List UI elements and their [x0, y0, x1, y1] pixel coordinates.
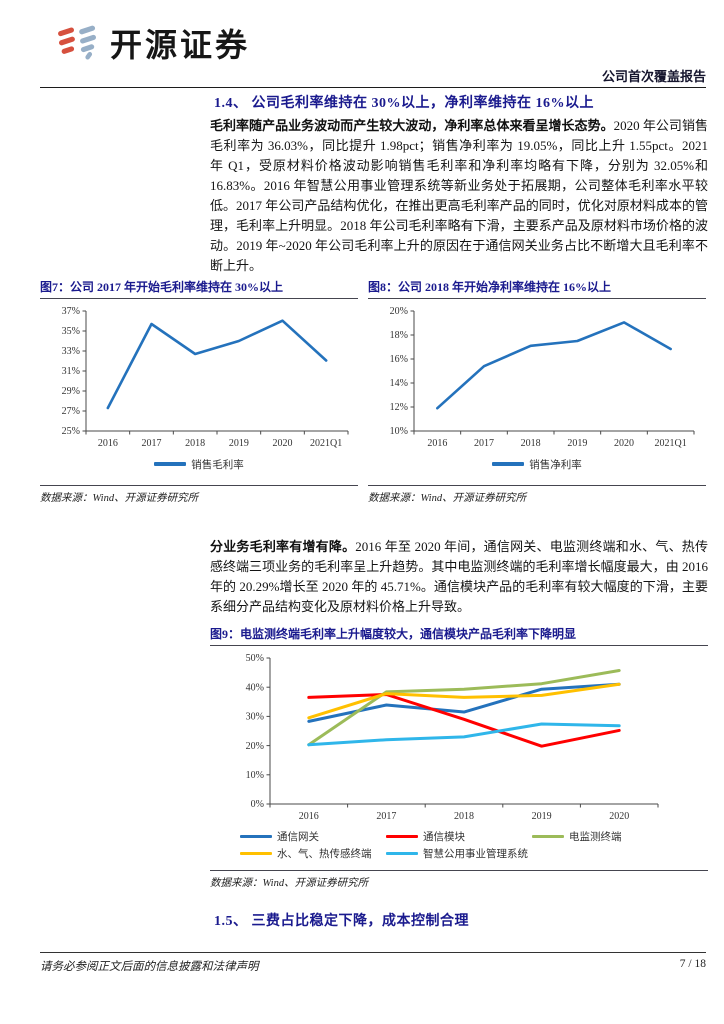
figure-8-chart: 10% 12% 14% 16% 18% 20% 2016 2017 2018 2019 2020 20… [390, 306, 695, 449]
y-tick-label: 33% [62, 346, 80, 357]
header-divider [40, 87, 706, 88]
y-tick-label: 10% [390, 426, 408, 437]
x-tick-label: 2016 [299, 811, 319, 822]
paragraph-2-lead: 分业务毛利率有增有降。 [210, 539, 356, 554]
legend-label: 销售毛利率 [191, 459, 244, 471]
legend-label: 电监测终端 [569, 832, 622, 843]
series-智慧公用事业管理系统 [307, 722, 621, 747]
legend-item: 销售净利率 [492, 457, 582, 472]
figure-7-chart: 25% 27% 29% 31% 33% 35% 37% 2016 2017 2018 2019 202… [62, 306, 349, 449]
series-通信模块 [307, 693, 621, 748]
legend-swatch [240, 851, 272, 856]
legend-swatch [386, 851, 418, 856]
page-number: 7 / 18 [679, 958, 706, 970]
legend-label: 销售净利率 [529, 459, 582, 471]
y-tick-label: 18% [390, 330, 408, 341]
x-tick-label: 2018 [521, 438, 541, 449]
y-tick-label: 31% [62, 366, 80, 377]
x-tick-label: 2019 [567, 438, 587, 449]
legend-item: 销售毛利率 [154, 457, 244, 472]
figure-9-legend: 通信网关 通信模块 电监测终端水、气、热传感终端 智慧公用事业管理系统 [210, 828, 708, 862]
x-tick-label: 2017 [376, 811, 396, 822]
legend-item: 水、气、热传感终端 [240, 845, 386, 862]
x-tick-label: 2016 [98, 438, 118, 449]
y-tick-label: 35% [62, 326, 80, 337]
legend-swatch [532, 834, 564, 839]
y-tick-label: 40% [246, 682, 264, 693]
y-tick-label: 20% [390, 306, 408, 317]
paragraph-1: 毛利率随产品业务波动而产生较大波动，净利率总体来看呈增长态势。2020 年公司销… [210, 116, 708, 276]
series-电监测终端 [307, 669, 621, 747]
x-tick-label: 2016 [427, 438, 447, 449]
y-tick-label: 10% [246, 770, 264, 781]
y-tick-label: 12% [390, 402, 408, 413]
x-tick-label: 2017 [142, 438, 162, 449]
report-type-label: 公司首次覆盖报告 [601, 69, 706, 84]
figure-9: 图9：电监测终端毛利率上升幅度较大，通信模块产品毛利率下降明显 0% 10% 20%… [210, 626, 708, 890]
x-tick-label: 2020 [273, 438, 293, 449]
y-tick-label: 50% [246, 653, 264, 664]
legend-swatch [154, 462, 187, 466]
series-销售毛利率 [106, 319, 328, 410]
figure-7: 图7：公司 2017 年开始毛利率维持在 30%以上 25% 27% 29% 31% 3… [40, 279, 358, 505]
figure-7-legend: 销售毛利率 [40, 455, 358, 473]
legend-label: 智慧公用事业管理系统 [423, 849, 528, 860]
legend-swatch [386, 834, 418, 839]
figure-8-title: 图8：公司 2018 年开始净利率维持在 16%以上 [368, 279, 706, 299]
y-tick-label: 0% [251, 799, 264, 810]
figure-8-source: 数据来源：Wind、开源证券研究所 [368, 485, 706, 505]
figure-7-title: 图7：公司 2017 年开始毛利率维持在 30%以上 [40, 279, 358, 299]
figure-9-chart: 0% 10% 20% 30% 40% 50% 2016 2017 2018 2019 2020 [246, 653, 659, 822]
legend-label: 通信模块 [423, 832, 465, 843]
y-tick-label: 30% [246, 712, 264, 723]
legend-label: 水、气、热传感终端 [277, 849, 372, 860]
y-tick-label: 14% [390, 378, 408, 389]
y-tick-label: 27% [62, 406, 80, 417]
paragraph-2: 分业务毛利率有增有降。2016 年至 2020 年间，通信网关、电监测终端和水、… [210, 537, 708, 617]
paragraph-1-lead: 毛利率随产品业务波动而产生较大波动，净利率总体来看呈增长态势。 [210, 118, 614, 133]
legend-swatch [492, 462, 525, 466]
figure-8: 图8：公司 2018 年开始净利率维持在 16%以上 10% 12% 14% 16% 1… [368, 279, 706, 505]
footer-divider [40, 952, 706, 953]
y-tick-label: 20% [246, 741, 264, 752]
x-tick-label: 2020 [609, 811, 629, 822]
figure-7-source: 数据来源：Wind、开源证券研究所 [40, 485, 358, 505]
y-tick-label: 25% [62, 426, 80, 437]
section-title-1-4: 1.4、 公司毛利率维持在 30%以上，净利率维持在 16%以上 [214, 96, 594, 111]
legend-label: 通信网关 [277, 832, 319, 843]
section-title-1-5: 1.5、 三费占比稳定下降，成本控制合理 [214, 914, 469, 929]
legend-item: 通信网关 [240, 828, 386, 845]
legend-item: 电监测终端 [532, 828, 678, 845]
footer-disclaimer: 请务必参阅正文后面的信息披露和法律声明 [40, 961, 259, 973]
x-tick-label: 2020 [614, 438, 634, 449]
figure-9-title: 图9：电监测终端毛利率上升幅度较大，通信模块产品毛利率下降明显 [210, 626, 708, 646]
x-tick-label: 2017 [474, 438, 494, 449]
x-tick-label: 2019 [229, 438, 249, 449]
brand-logo: 开源证券 [56, 20, 250, 66]
legend-swatch [240, 834, 272, 839]
paragraph-1-body: 2020 年公司销售毛利率为 36.03%，同比提升 1.98pct；销售净利率… [210, 118, 708, 273]
x-tick-label: 2021Q1 [655, 438, 687, 449]
y-tick-label: 37% [62, 306, 80, 317]
legend-item: 智慧公用事业管理系统 [386, 845, 532, 862]
y-tick-label: 29% [62, 386, 80, 397]
brand-name: 开源证券 [110, 27, 251, 63]
figure-8-legend: 销售净利率 [368, 455, 706, 473]
x-tick-label: 2019 [532, 811, 552, 822]
x-tick-label: 2018 [454, 811, 474, 822]
paragraph-2-body: 2016 年至 2020 年间，通信网关、电监测终端和水、气、热传感终端三项业务… [210, 539, 708, 614]
series-销售净利率 [436, 321, 672, 410]
brand-logo-icon [58, 25, 96, 60]
series-水、气、热传感终端 [307, 682, 621, 720]
y-tick-label: 16% [390, 354, 408, 365]
x-tick-label: 2021Q1 [310, 438, 342, 449]
figure-9-source: 数据来源：Wind、开源证券研究所 [210, 870, 708, 890]
legend-item: 通信模块 [386, 828, 532, 845]
x-tick-label: 2018 [185, 438, 205, 449]
